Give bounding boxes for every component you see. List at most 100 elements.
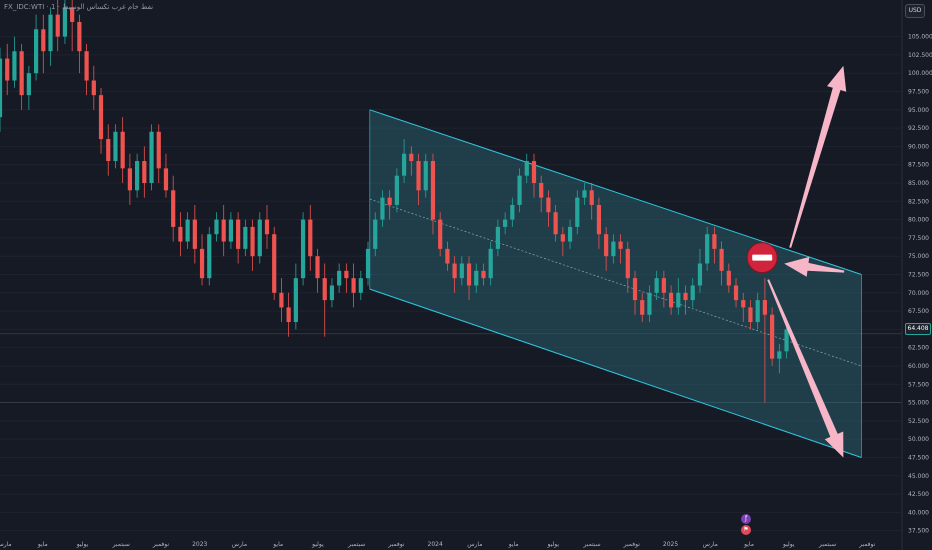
candle	[308, 204, 313, 271]
candle-body	[178, 226, 183, 242]
candle-body	[596, 204, 602, 235]
candle-body	[19, 51, 24, 96]
candle-body	[156, 131, 161, 169]
candle	[560, 226, 565, 257]
candle-body	[654, 278, 659, 293]
y-tick-label: 97.500	[908, 88, 929, 95]
candle-body	[474, 270, 479, 286]
y-tick-label: 102.500	[908, 52, 932, 59]
channel-midline	[369, 198, 862, 367]
candle-body	[300, 219, 306, 279]
price-axis[interactable]: 105.000 102.500 100.000 97.500 95.000 92.500 9…	[908, 34, 932, 535]
y-tick-label: 67.500	[908, 308, 929, 315]
time-axis[interactable]: مارس مايو يوليو سبتمبر نوفمبر 2023 مارس مايو يول…	[0, 541, 876, 548]
candle-body	[503, 219, 508, 227]
candle	[0, 47, 3, 132]
candle	[770, 307, 775, 366]
stop-sign-bar	[752, 254, 773, 261]
candle-body	[257, 219, 262, 257]
candle-body	[430, 161, 436, 220]
candle-body	[495, 226, 501, 249]
x-tick-label: يوليو	[76, 541, 89, 548]
candle	[741, 292, 746, 323]
candle	[329, 278, 335, 308]
candle-body	[481, 270, 486, 279]
candle-body	[582, 190, 587, 198]
candle	[5, 43, 10, 96]
event-marker-flag-icon[interactable]: ⚑	[741, 525, 751, 535]
candle-body	[70, 7, 75, 22]
y-tick-label: 72.500	[908, 271, 929, 278]
candle-body	[106, 139, 111, 162]
candle	[690, 278, 695, 308]
annotations	[746, 65, 847, 458]
candle	[178, 212, 183, 257]
candle	[755, 292, 760, 330]
candle-body	[351, 278, 356, 293]
y-tick-label: 52.500	[908, 418, 929, 425]
candle-body	[539, 182, 544, 198]
candle-body	[668, 292, 674, 308]
candle	[661, 270, 666, 308]
x-tick-label: يوليو	[311, 541, 324, 548]
candlesticks	[0, 0, 789, 403]
currency-badge[interactable]: USD	[905, 4, 925, 18]
y-tick-label: 77.500	[908, 235, 929, 242]
y-tick-label: 40.000	[908, 509, 929, 516]
candle-body	[113, 131, 118, 162]
trend-channel[interactable]	[369, 109, 862, 458]
candle-body	[611, 241, 616, 257]
candle	[705, 226, 710, 271]
candle	[719, 241, 724, 286]
candle	[293, 263, 298, 330]
candle-body	[26, 73, 31, 96]
y-tick-label: 70.000	[908, 290, 929, 297]
candle-body	[488, 248, 493, 279]
x-tick-label: مايو	[743, 541, 754, 548]
event-marker-earnings-icon[interactable]: ƒ	[741, 514, 751, 524]
channel-lower-line[interactable]	[369, 288, 862, 458]
candle	[474, 263, 479, 293]
candle-body	[41, 29, 46, 52]
candle-body	[221, 219, 226, 242]
y-tick-label: 95.000	[908, 107, 929, 114]
candle-body	[315, 256, 320, 279]
candle-body	[12, 51, 17, 81]
candle	[84, 43, 89, 96]
candle-body	[676, 292, 681, 308]
candle	[596, 197, 602, 249]
channel-upper-line[interactable]	[369, 109, 862, 275]
candle	[488, 241, 493, 286]
y-tick-label: 92.500	[908, 125, 929, 132]
candle	[19, 43, 24, 110]
candle	[236, 212, 241, 264]
y-tick-label: 75.000	[908, 253, 929, 260]
candle	[228, 212, 234, 249]
candle	[351, 263, 356, 308]
candle-body	[344, 270, 349, 279]
candle	[445, 241, 450, 271]
candle	[697, 248, 703, 293]
candle	[192, 204, 197, 264]
candle	[380, 190, 385, 227]
candle-body	[712, 234, 717, 249]
y-tick-label: 37.500	[908, 528, 929, 535]
candle-body	[683, 292, 688, 301]
candle	[98, 87, 104, 154]
candle-body	[120, 131, 125, 169]
candle	[416, 153, 421, 205]
candle	[668, 285, 674, 315]
candle-body	[308, 219, 313, 257]
candle	[70, 0, 75, 52]
candle	[315, 248, 320, 293]
candle-body	[604, 234, 609, 257]
candle	[300, 212, 306, 286]
current-price-tag: 64.408	[905, 323, 931, 335]
y-tick-label: 50.000	[908, 436, 929, 443]
candle	[423, 153, 428, 198]
candle	[459, 256, 464, 286]
candle	[539, 175, 544, 213]
candle	[733, 278, 739, 308]
candle	[654, 270, 659, 301]
